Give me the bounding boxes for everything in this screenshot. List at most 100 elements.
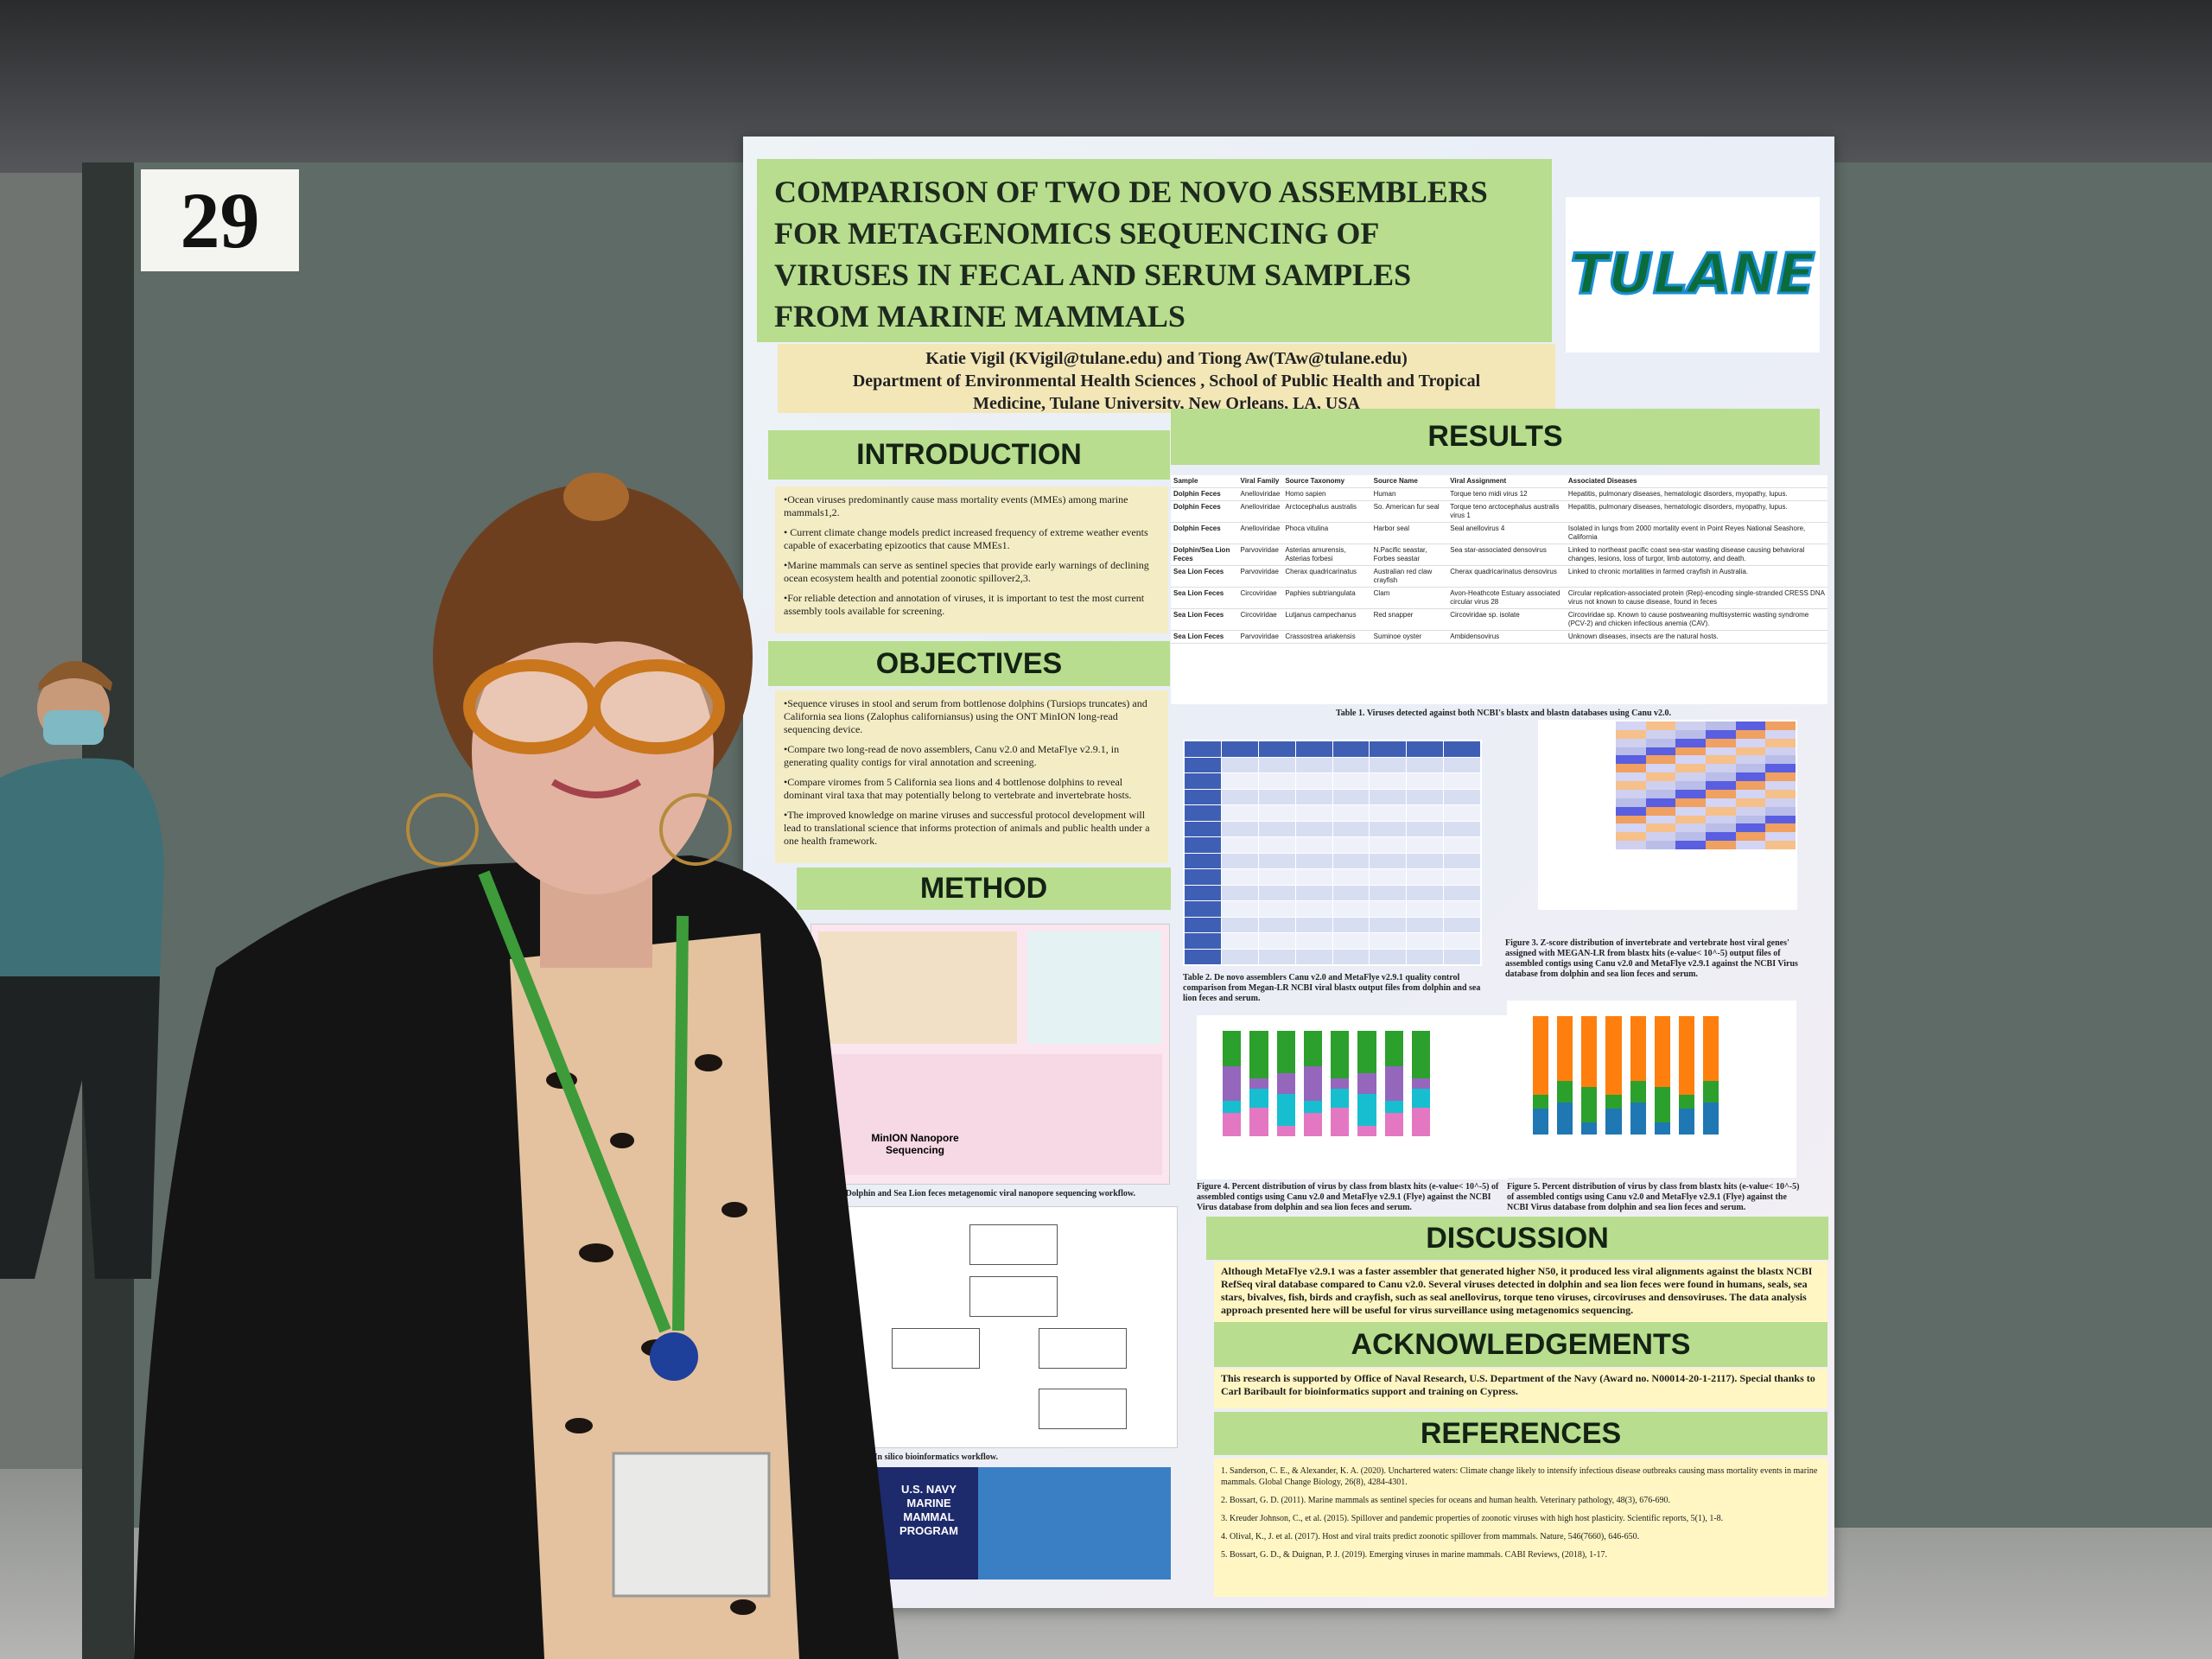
banner-line: U.S. NAVY [900, 1483, 957, 1496]
bar-segment [1249, 1107, 1268, 1136]
table-2-cell [1407, 885, 1444, 900]
section-heading: METHOD [797, 868, 1171, 910]
heatmap-cell [1645, 729, 1676, 739]
bar-segment [1249, 1050, 1268, 1079]
bar-segment [1630, 1037, 1646, 1071]
stacked-bar [1654, 1016, 1670, 1135]
bar-segment [1654, 1063, 1670, 1088]
figure-panel [818, 1054, 1162, 1175]
heatmap-cell [1675, 721, 1706, 730]
table-2-cell [1370, 885, 1407, 900]
table-2-cell [1295, 805, 1332, 821]
table-2-cell [1370, 837, 1407, 853]
table-2-cell [1258, 885, 1295, 900]
heatmap-cell [1645, 747, 1676, 756]
table-2-cell [1407, 805, 1444, 821]
heatmap-cell [1645, 806, 1676, 816]
table-2-cell [1407, 789, 1444, 804]
booth-number: 29 [141, 169, 299, 271]
table-2-cell [1185, 869, 1221, 885]
table-cell: Parvoviridae [1237, 630, 1283, 644]
bar-segment [1303, 1112, 1322, 1137]
table-2-cell [1221, 869, 1258, 885]
bar-segment [1533, 1108, 1549, 1135]
title-line: COMPARISON OF TWO DE NOVO ASSEMBLERS [774, 175, 1488, 209]
table-cell: Isolated in lungs from 2000 mortality ev… [1565, 522, 1827, 544]
table-2-cell [1370, 741, 1407, 757]
stacked-bar [1533, 1016, 1549, 1135]
table-2-cell [1295, 901, 1332, 917]
heatmap-cell [1765, 729, 1796, 739]
table-2-cell [1407, 741, 1444, 757]
bar-segment [1331, 1107, 1350, 1136]
heatmap-cell [1765, 738, 1796, 747]
stacked-bar [1678, 1016, 1694, 1135]
heatmap-cell [1675, 815, 1706, 824]
table-header: Viral Family [1237, 475, 1283, 488]
banner-line: MARINE MAMMAL [903, 1497, 955, 1523]
table-2-cell [1370, 869, 1407, 885]
table-cell: Hepatitis, pulmonary diseases, hematolog… [1565, 487, 1827, 501]
bullet: •Ocean viruses predominantly cause mass … [784, 493, 1128, 518]
table-2-cell [1185, 741, 1221, 757]
author-block: Katie Vigil (KVigil@tulane.edu) and Tion… [778, 344, 1555, 413]
table-cell: Unknown diseases, insects are the natura… [1565, 630, 1827, 644]
table-cell: Parvoviridae [1237, 565, 1283, 588]
table-cell: Torque teno arctocephalus australis viru… [1447, 500, 1566, 523]
table-2-cell [1185, 789, 1221, 804]
bar-segment [1303, 1065, 1322, 1102]
table-2-cell [1444, 773, 1480, 789]
section-heading: REFERENCES [1214, 1412, 1827, 1455]
bar-segment [1557, 1080, 1573, 1103]
heatmap-cell [1765, 815, 1796, 824]
bar-segment [1223, 1042, 1242, 1066]
reference: 2. Bossart, G. D. (2011). Marine mammals… [1221, 1496, 1671, 1505]
bar-segment [1276, 1062, 1295, 1073]
bar-segment [1223, 1112, 1242, 1137]
table-cell: Crassostrea ariakensis [1282, 630, 1371, 644]
stacked-bar [1331, 1031, 1350, 1136]
bar-segment [1654, 1016, 1670, 1052]
bar-segment [1581, 1087, 1598, 1123]
table-header: Viral Assignment [1447, 475, 1566, 488]
bar-segment [1249, 1078, 1268, 1089]
table-cell: Phoca vitulina [1282, 522, 1371, 544]
flow-box [969, 1224, 1058, 1265]
heatmap-cell [1645, 755, 1676, 765]
heatmap-cell [1675, 823, 1706, 833]
stacked-bar [1276, 1031, 1295, 1136]
table-2-cell [1444, 933, 1480, 949]
table-2-cell [1221, 933, 1258, 949]
table-2-cell [1332, 741, 1370, 757]
table-cell: Hepatitis, pulmonary diseases, hematolog… [1565, 500, 1827, 523]
flow-box [1039, 1328, 1127, 1369]
bar-segment [1276, 1125, 1295, 1136]
title-line: VIRUSES IN FECAL AND SERUM SAMPLES [774, 257, 1412, 292]
heatmap-cell [1616, 738, 1646, 747]
table-2-cell [1258, 821, 1295, 836]
figure-label: MinION Nanopore Sequencing [871, 1132, 959, 1156]
heatmap-cell [1675, 798, 1706, 807]
table-row: Dolphin Feces Anelloviridae Phoca vitulina… [1171, 522, 1827, 544]
flow-box [1039, 1389, 1127, 1429]
bar-segment [1630, 1070, 1646, 1081]
heatmap-cell [1735, 806, 1766, 816]
heatmap-cell [1675, 789, 1706, 798]
title-line: FOR METAGENOMICS SEQUENCING OF [774, 216, 1380, 251]
bar-segment [1654, 1122, 1670, 1135]
heatmap-cell [1675, 806, 1706, 816]
heatmap-cell [1735, 823, 1766, 833]
heatmap-cell [1645, 738, 1676, 747]
bar-segment [1276, 1031, 1295, 1063]
table-2-cell [1332, 805, 1370, 821]
panel-edge [82, 162, 134, 1659]
heatmap-cell [1675, 832, 1706, 842]
table-row: Dolphin Feces Anelloviridae Arctocephalus … [1171, 500, 1827, 523]
table-2-cell [1332, 949, 1370, 964]
heatmap-cell [1616, 798, 1646, 807]
heatmap-cell [1675, 772, 1706, 782]
bar-segment [1702, 1102, 1719, 1135]
bar-segment [1702, 1080, 1719, 1103]
table-2-cell [1295, 741, 1332, 757]
heatmap-cell [1765, 781, 1796, 790]
